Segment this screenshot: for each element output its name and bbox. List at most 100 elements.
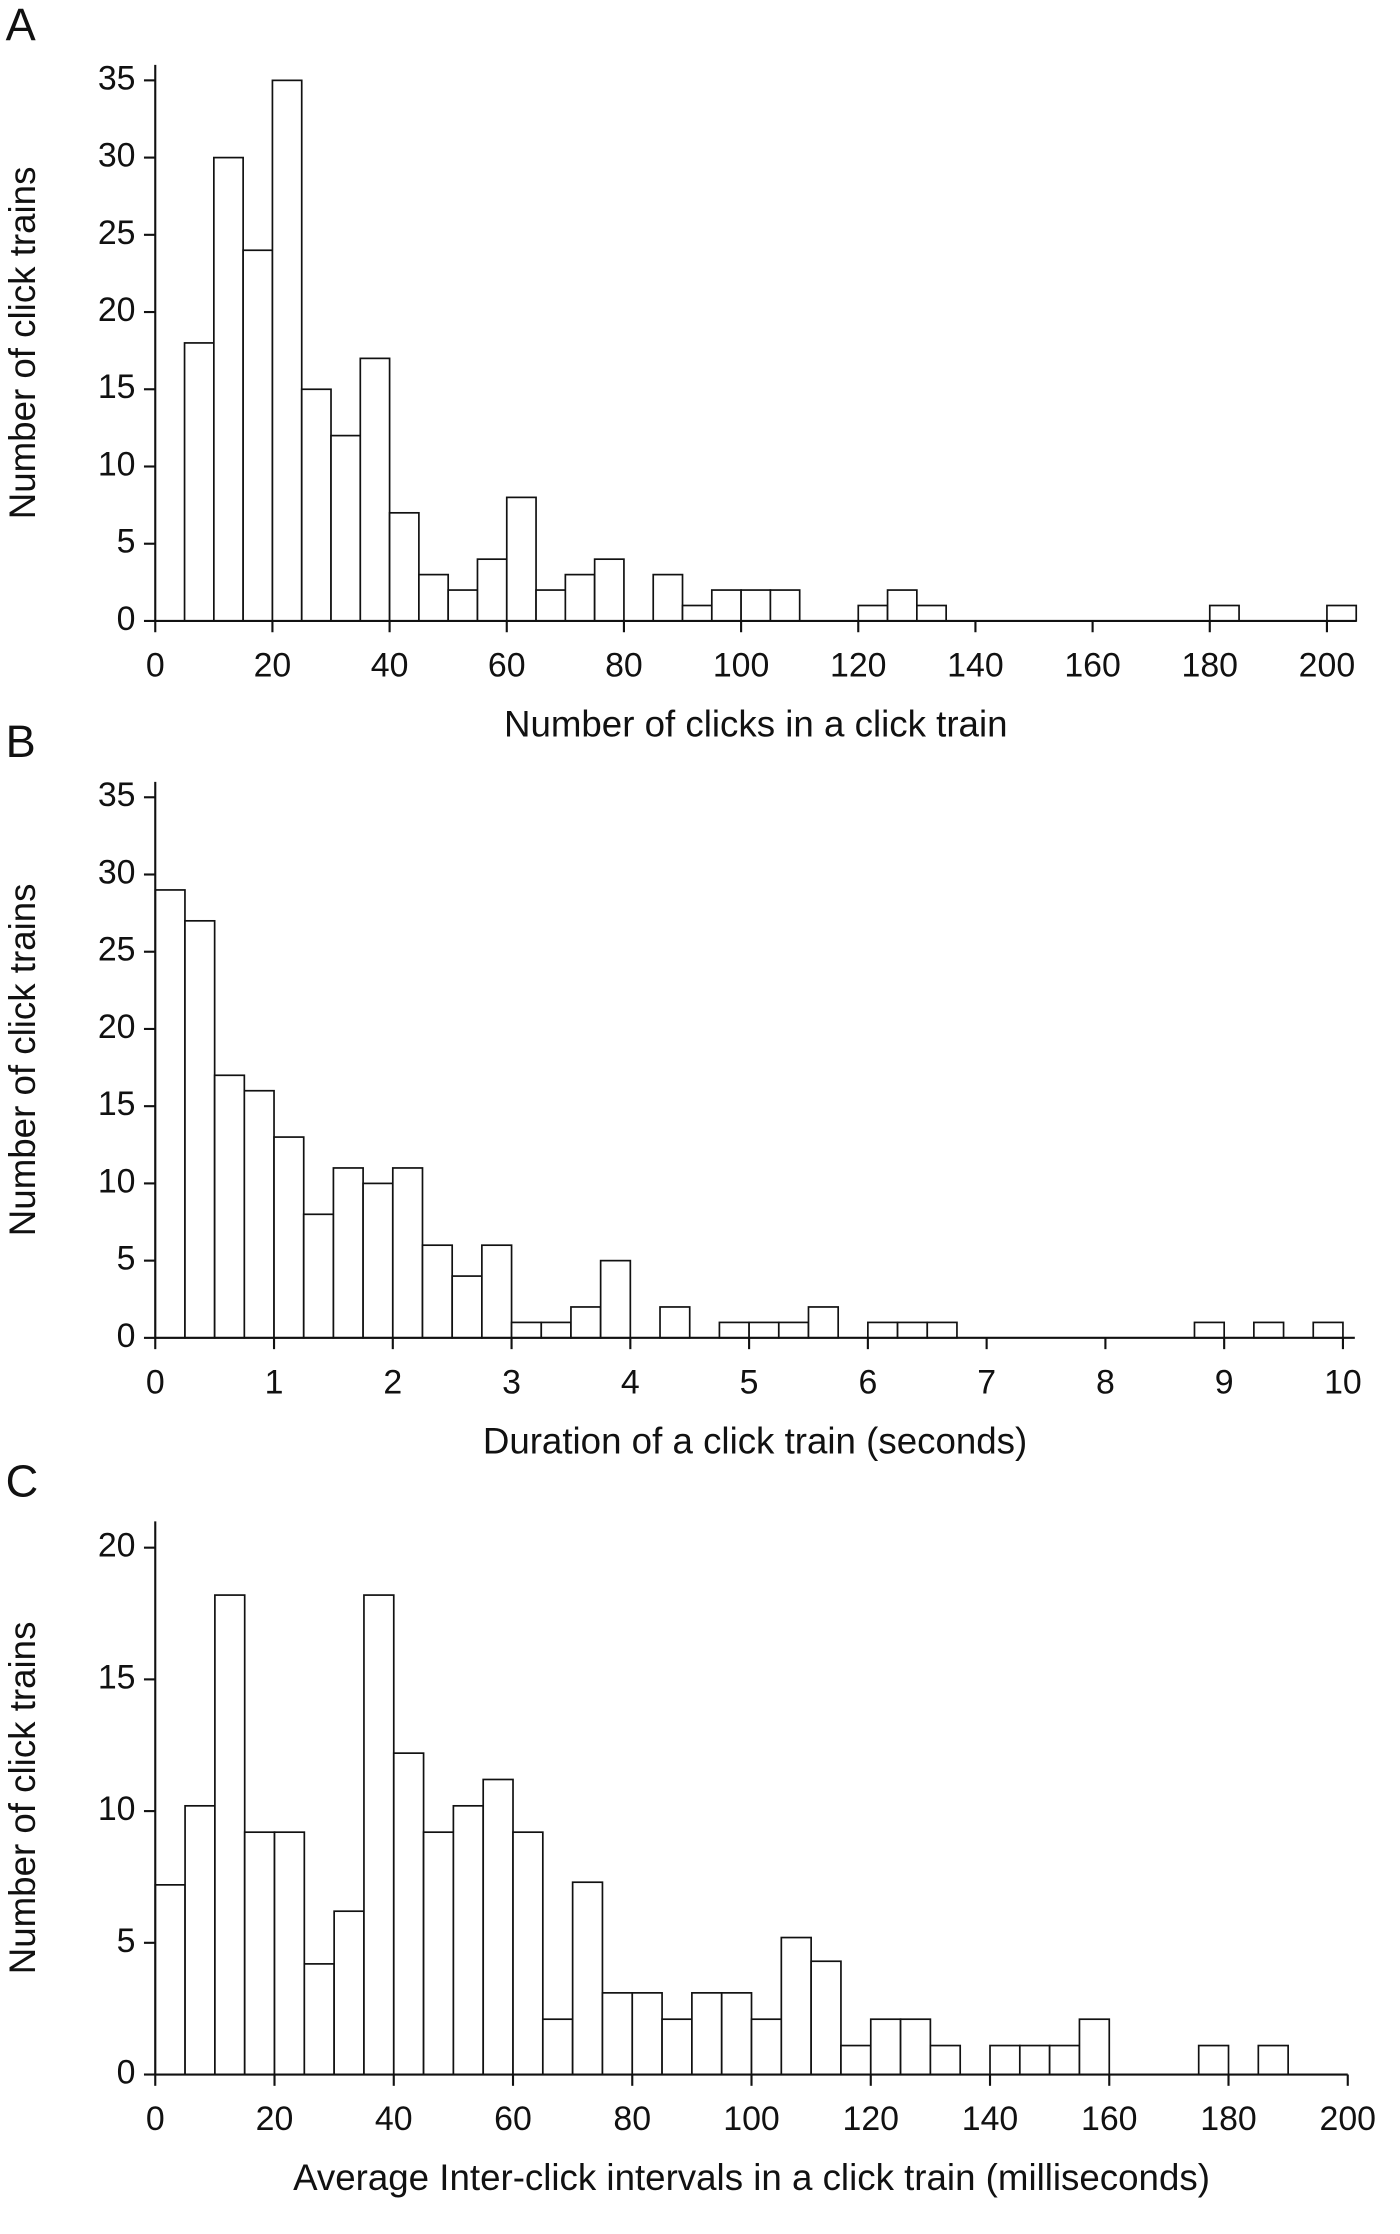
x-tick-label: 9 — [1215, 1363, 1234, 1401]
bar — [184, 1804, 216, 2076]
bar — [271, 79, 303, 622]
x-axis-label: Duration of a click train (seconds) — [483, 1420, 1027, 1461]
y-tick-label: 10 — [98, 1162, 136, 1200]
bar — [418, 573, 450, 622]
bar — [869, 2018, 902, 2076]
bar — [392, 1752, 425, 2076]
x-tick-label: 200 — [1299, 646, 1356, 684]
x-tick-label: 40 — [375, 2100, 413, 2138]
x-tick-label: 10 — [1324, 1363, 1362, 1401]
bar — [362, 1182, 394, 1339]
bar — [1208, 604, 1240, 622]
bar — [916, 604, 947, 622]
bar — [452, 1804, 485, 2076]
bar — [505, 496, 537, 622]
bar — [1018, 2044, 1051, 2076]
bar — [184, 919, 216, 1339]
bar — [1253, 1321, 1285, 1339]
x-tick-label: 180 — [1182, 646, 1239, 684]
panel-label: C — [6, 1456, 39, 1507]
bar — [807, 1306, 840, 1339]
bar — [1197, 2044, 1230, 2076]
x-tick-label: 0 — [146, 2100, 165, 2138]
x-tick-label: 1 — [265, 1363, 284, 1401]
y-tick-label: 35 — [98, 59, 136, 97]
bar — [273, 1136, 305, 1339]
bar — [710, 589, 742, 622]
bar — [810, 1960, 842, 2076]
x-tick-label: 120 — [843, 2100, 900, 2138]
bar — [183, 342, 215, 622]
bar — [769, 589, 801, 622]
bar — [564, 573, 596, 622]
bar — [540, 1321, 572, 1339]
x-tick-label: 8 — [1096, 1363, 1115, 1401]
bar — [740, 589, 772, 622]
bar — [1312, 1321, 1344, 1339]
y-axis-label: Number of click trains — [2, 883, 43, 1236]
bar — [718, 1321, 750, 1339]
x-tick-label: 0 — [146, 646, 165, 684]
y-tick-label: 10 — [98, 445, 136, 483]
panel-label: A — [6, 0, 37, 50]
bar — [273, 1831, 306, 2076]
x-tick-label: 20 — [256, 2100, 294, 2138]
bar — [777, 1321, 810, 1339]
bar — [243, 1831, 276, 2076]
y-tick-label: 10 — [98, 1790, 136, 1828]
x-tick-label: 3 — [502, 1363, 521, 1401]
bar — [541, 2018, 574, 2076]
bar — [748, 1321, 780, 1339]
x-axis-label: Average Inter-click intervals in a click… — [293, 2157, 1210, 2198]
bar — [451, 1275, 483, 1339]
bar — [535, 589, 567, 622]
x-tick-label: 140 — [962, 2100, 1019, 2138]
bar — [447, 589, 479, 622]
x-tick-label: 20 — [254, 646, 292, 684]
bar — [929, 2044, 962, 2076]
bar — [886, 589, 918, 622]
bar — [154, 889, 186, 1339]
y-axis-label: Number of click trains — [2, 1622, 43, 1975]
panel-label: B — [6, 716, 36, 767]
bar — [601, 1992, 634, 2076]
x-tick-label: 180 — [1200, 2100, 1257, 2138]
bar — [154, 1884, 186, 2076]
y-tick-label: 15 — [98, 368, 136, 406]
bar — [476, 558, 508, 622]
y-tick-label: 20 — [98, 1008, 136, 1046]
bar — [482, 1778, 514, 2076]
bar — [720, 1992, 753, 2076]
bar — [481, 1244, 513, 1339]
bar — [867, 1321, 899, 1339]
bar — [1257, 2044, 1289, 2076]
y-tick-label: 0 — [117, 600, 136, 638]
bar — [571, 1881, 604, 2076]
bar — [631, 1992, 663, 2076]
x-tick-label: 2 — [383, 1363, 402, 1401]
y-tick-label: 15 — [98, 1085, 136, 1123]
y-tick-label: 20 — [98, 1527, 136, 1565]
bar — [512, 1831, 544, 2076]
y-tick-label: 5 — [117, 523, 136, 561]
x-tick-label: 80 — [605, 646, 643, 684]
bar — [388, 511, 420, 622]
x-tick-label: 160 — [1081, 2100, 1138, 2138]
bar — [681, 604, 713, 622]
bar — [333, 1910, 365, 2076]
bar — [652, 573, 684, 622]
x-tick-label: 80 — [613, 2100, 651, 2138]
y-tick-label: 30 — [98, 853, 136, 891]
x-axis-label: Number of clicks in a click train — [504, 703, 1008, 744]
x-tick-label: 140 — [947, 646, 1004, 684]
bar — [213, 1074, 246, 1339]
bar — [857, 604, 889, 622]
bar — [1048, 2044, 1081, 2076]
bar — [896, 1321, 929, 1339]
y-tick-label: 0 — [117, 1317, 136, 1355]
x-tick-label: 7 — [977, 1363, 996, 1401]
x-tick-label: 6 — [858, 1363, 877, 1401]
y-tick-label: 25 — [98, 931, 136, 969]
x-tick-label: 60 — [488, 646, 526, 684]
